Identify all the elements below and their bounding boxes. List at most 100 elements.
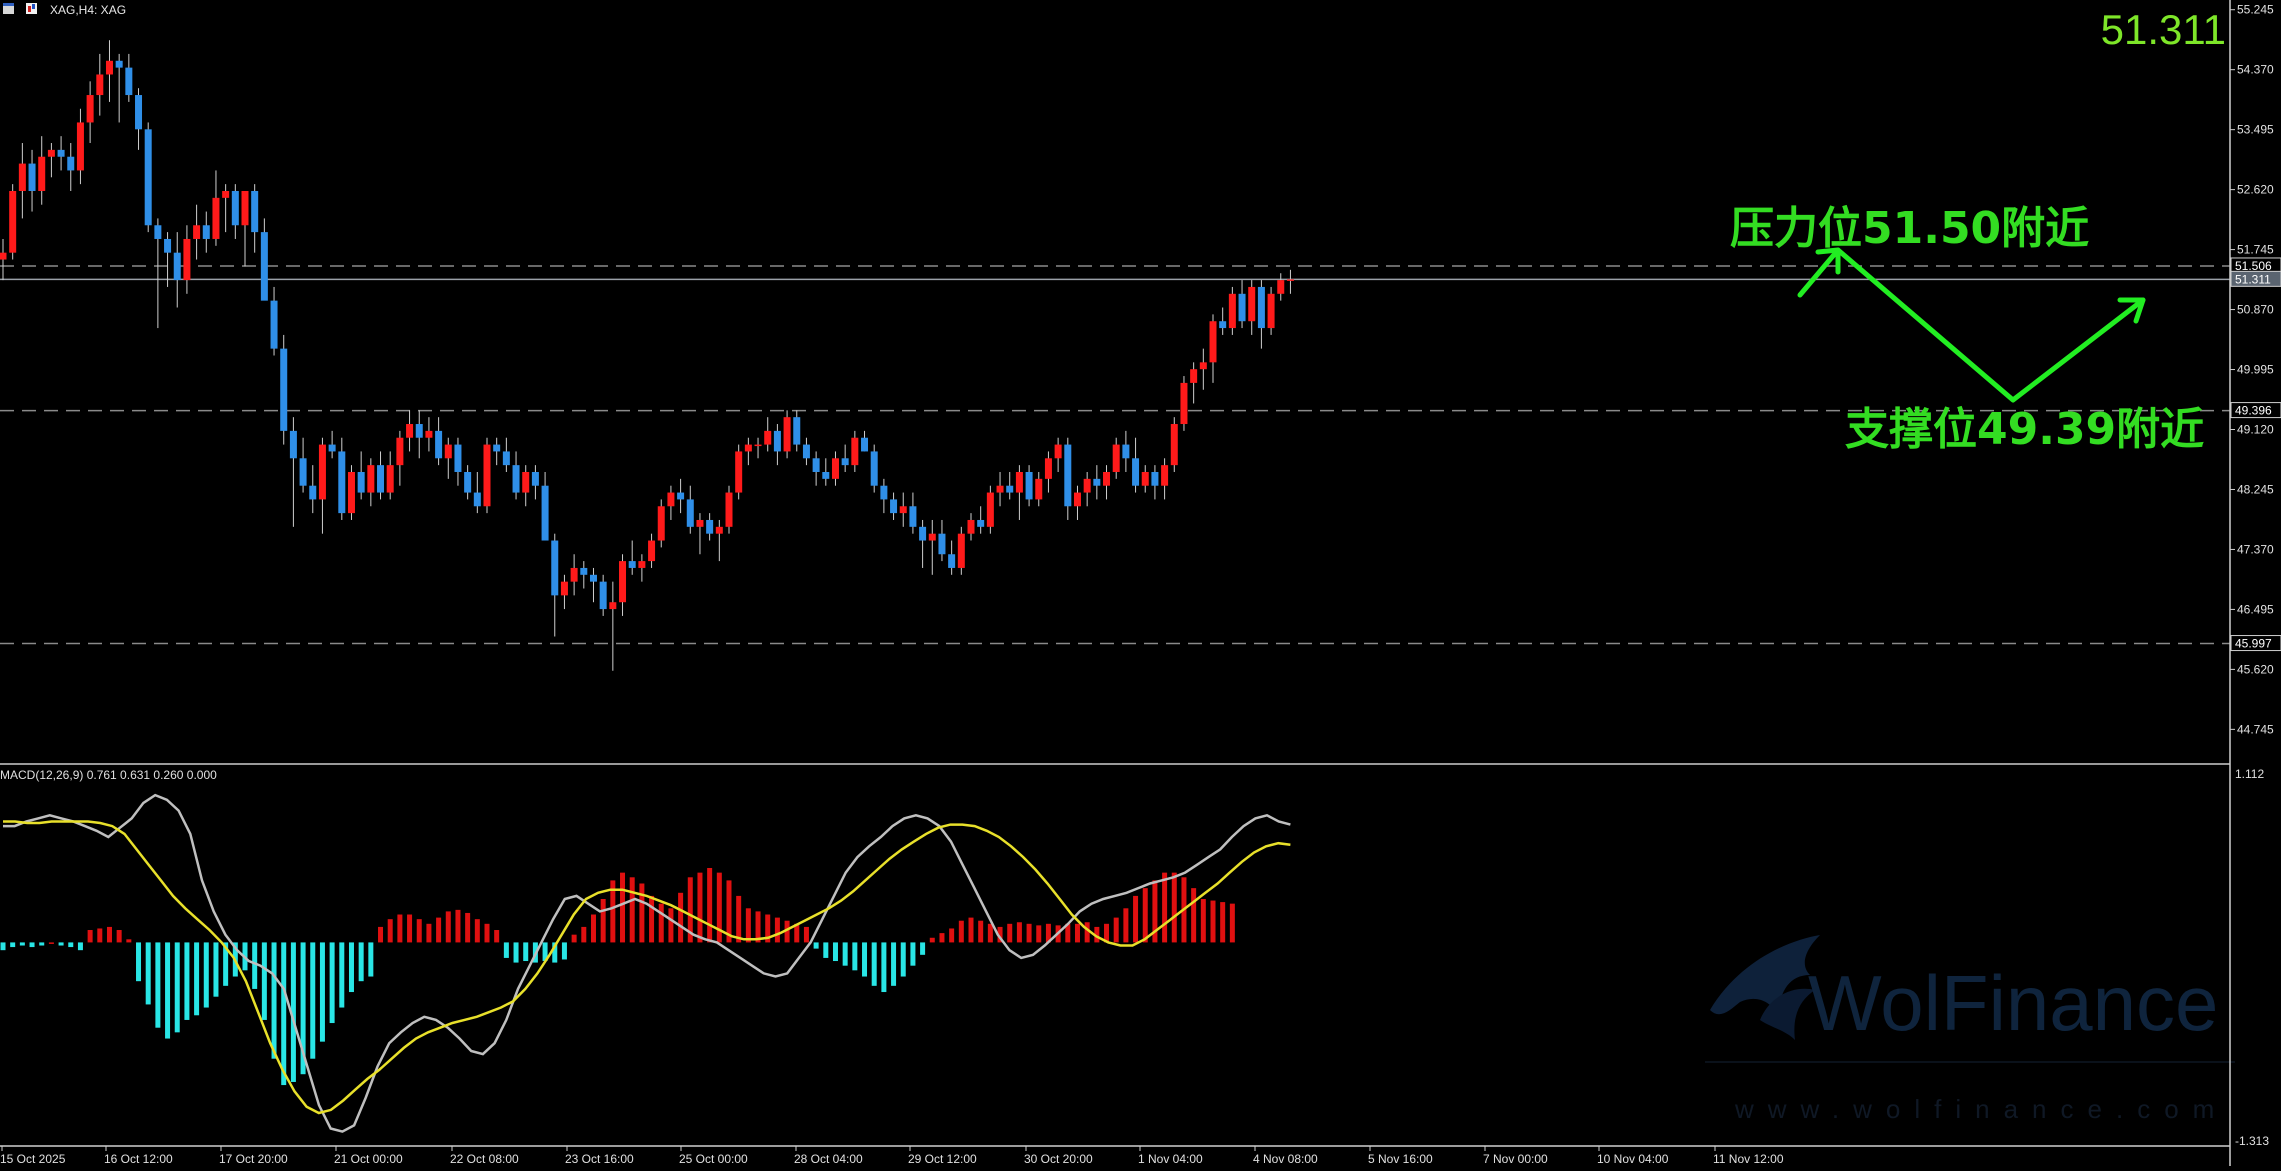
candle	[212, 170, 220, 246]
macd-histogram-bar	[571, 934, 577, 943]
candle	[996, 471, 1004, 507]
candle	[938, 519, 946, 562]
candle	[638, 554, 646, 582]
macd-histogram-bar	[1036, 925, 1042, 943]
candle	[706, 513, 714, 541]
candle	[1209, 314, 1217, 383]
macd-histogram-bar	[445, 911, 451, 943]
macd-histogram-bar	[252, 942, 258, 989]
macd-histogram-bar	[1191, 888, 1197, 943]
candle	[377, 451, 385, 500]
candle	[928, 519, 936, 575]
candle	[531, 465, 539, 500]
candle	[96, 53, 104, 116]
candle	[289, 417, 297, 527]
price-tick-label: 48.245	[2237, 482, 2274, 496]
candle	[1132, 437, 1140, 493]
level-tag-label: 49.396	[2235, 404, 2272, 418]
macd-histogram-bar	[194, 942, 200, 1016]
candle	[773, 424, 781, 466]
candle	[880, 478, 888, 514]
macd-line	[3, 793, 1291, 1133]
macd-histogram-bar	[823, 942, 829, 958]
price-tick-label: 51.745	[2237, 243, 2274, 257]
macd-histogram-bar	[542, 942, 548, 962]
macd-histogram-bar	[658, 903, 664, 943]
macd-histogram-bar	[987, 923, 993, 943]
macd-histogram-bar	[668, 908, 674, 943]
candle	[415, 410, 423, 459]
candle	[135, 88, 143, 150]
candle	[338, 437, 346, 520]
candle	[493, 437, 501, 466]
level-tag-label: 51.311	[2235, 272, 2271, 286]
candle	[173, 232, 181, 308]
window-menu-icon[interactable]	[3, 3, 14, 14]
macd-histogram-bar	[106, 926, 112, 943]
candle	[222, 184, 230, 233]
candle	[570, 554, 578, 596]
candle	[1257, 280, 1265, 349]
macd-histogram-bar	[10, 942, 16, 948]
candle	[977, 506, 985, 534]
chart-type-icon-bar	[28, 6, 31, 12]
candle	[1170, 417, 1178, 472]
macd-histogram-bar	[1123, 908, 1129, 943]
macd-histogram-bar	[319, 942, 325, 1042]
candle	[512, 451, 520, 500]
macd-histogram-bar	[310, 942, 316, 1059]
macd-histogram-bar	[329, 942, 335, 1024]
candle	[667, 485, 675, 520]
candle	[522, 465, 530, 507]
annotations: 压力位51.50附近 支撑位49.39附近	[1730, 203, 2204, 455]
macd-histogram-bar	[639, 883, 645, 943]
candle	[164, 232, 172, 287]
price-tick-label: 47.370	[2237, 542, 2274, 556]
candle	[967, 513, 975, 541]
macd-histogram-bar	[600, 899, 606, 943]
candle	[406, 410, 414, 452]
macd-histogram-bar	[997, 926, 1003, 943]
macd-histogram-bar	[939, 933, 945, 943]
time-axis[interactable]: 15 Oct 2025 16 Oct 12:00 17 Oct 20:00 21 Oc…	[0, 1146, 1784, 1166]
macd-histogram-bar	[29, 942, 35, 948]
macd-histogram-bar	[1016, 922, 1022, 943]
macd-histogram-bar	[465, 912, 471, 943]
candle	[38, 136, 46, 205]
macd-histogram-bar	[803, 926, 809, 943]
macd-histogram-bar	[707, 867, 713, 943]
candle	[890, 492, 898, 520]
candle	[1035, 471, 1043, 507]
candle	[386, 451, 394, 500]
chart-header: XAG,H4: XAG 51.311	[3, 3, 2226, 53]
macd-histogram-bar	[290, 942, 296, 1082]
price-axis[interactable]: 55.245 54.370 53.495 52.620 51.745 50.870 49.9…	[2230, 3, 2274, 737]
candle	[425, 417, 433, 452]
chart-type-icon[interactable]	[26, 3, 37, 14]
last-price-display: 51.311	[2101, 6, 2226, 53]
macd-histogram-bar	[1045, 923, 1051, 943]
candle	[1122, 430, 1130, 472]
macd-histogram-bar	[484, 923, 490, 943]
candle	[144, 122, 152, 233]
macd-histogram-bar	[1152, 880, 1158, 943]
candle	[744, 437, 752, 466]
candle	[483, 437, 491, 514]
candle	[47, 143, 55, 178]
candle	[464, 465, 472, 500]
candle	[347, 465, 355, 520]
price-tick-label: 52.620	[2237, 183, 2274, 197]
time-tick-label: 28 Oct 04:00	[794, 1152, 863, 1166]
macd-histogram-bar	[77, 942, 83, 951]
candle	[802, 437, 810, 466]
price-tick-label: 55.245	[2237, 3, 2274, 17]
macd-histogram-bar	[842, 942, 848, 966]
time-tick-label: 11 Nov 12:00	[1713, 1152, 1784, 1166]
candle	[1248, 280, 1256, 335]
macd-histogram-bar	[1171, 872, 1177, 943]
time-tick-label: 1 Nov 04:00	[1138, 1152, 1203, 1166]
candle	[241, 190, 249, 267]
